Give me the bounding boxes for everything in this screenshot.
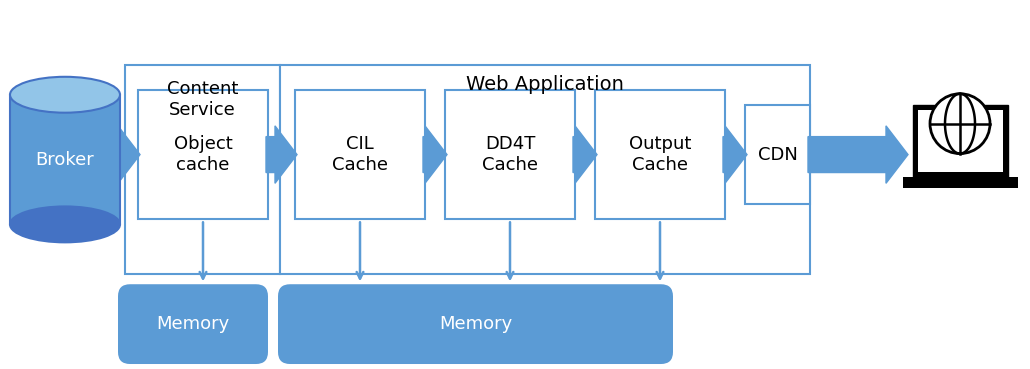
FancyArrow shape xyxy=(118,126,140,183)
FancyBboxPatch shape xyxy=(278,284,673,364)
Bar xyxy=(902,176,1018,189)
Text: Object
cache: Object cache xyxy=(174,135,233,174)
FancyBboxPatch shape xyxy=(745,105,810,204)
Ellipse shape xyxy=(930,94,990,154)
FancyBboxPatch shape xyxy=(138,90,268,220)
FancyBboxPatch shape xyxy=(595,90,725,220)
Text: Output
Cache: Output Cache xyxy=(628,135,691,174)
FancyBboxPatch shape xyxy=(125,65,280,274)
FancyBboxPatch shape xyxy=(445,90,575,220)
FancyArrow shape xyxy=(573,126,597,183)
FancyArrow shape xyxy=(266,126,297,183)
FancyArrow shape xyxy=(808,126,908,183)
Text: CDN: CDN xyxy=(757,146,797,163)
FancyArrow shape xyxy=(723,126,747,183)
FancyBboxPatch shape xyxy=(280,65,810,274)
FancyBboxPatch shape xyxy=(913,105,1007,176)
Text: Broker: Broker xyxy=(36,151,95,169)
Text: CIL
Cache: CIL Cache xyxy=(332,135,388,174)
FancyBboxPatch shape xyxy=(118,284,268,364)
Bar xyxy=(951,176,969,183)
Text: DD4T
Cache: DD4T Cache xyxy=(482,135,538,174)
FancyBboxPatch shape xyxy=(295,90,425,220)
Text: Content
Service: Content Service xyxy=(167,80,238,118)
Bar xyxy=(10,95,121,224)
Text: Memory: Memory xyxy=(439,315,512,333)
Text: Memory: Memory xyxy=(157,315,230,333)
Ellipse shape xyxy=(10,206,121,242)
FancyArrow shape xyxy=(423,126,447,183)
Ellipse shape xyxy=(10,77,121,113)
Text: Web Application: Web Application xyxy=(466,75,624,94)
FancyBboxPatch shape xyxy=(918,110,1002,172)
